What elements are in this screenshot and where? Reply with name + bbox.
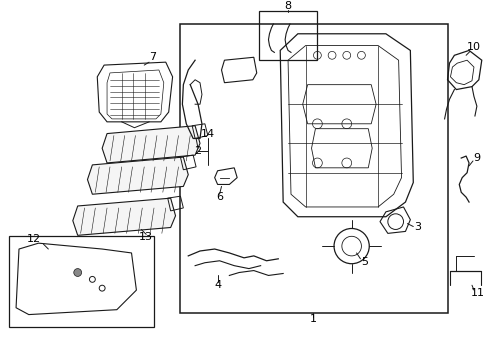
Bar <box>180 24 447 312</box>
Text: 8: 8 <box>284 1 291 12</box>
Text: 7: 7 <box>149 52 156 62</box>
Text: 14: 14 <box>201 129 214 139</box>
Text: 9: 9 <box>472 153 480 163</box>
Text: 11: 11 <box>470 288 484 298</box>
Text: 2: 2 <box>194 146 201 156</box>
Polygon shape <box>102 126 200 163</box>
Text: 12: 12 <box>26 234 41 244</box>
Circle shape <box>74 269 81 276</box>
Text: 1: 1 <box>309 315 316 324</box>
Text: 4: 4 <box>214 280 221 290</box>
Text: 10: 10 <box>466 42 480 53</box>
Text: 6: 6 <box>216 192 223 202</box>
Text: 5: 5 <box>360 257 367 267</box>
Polygon shape <box>73 198 175 235</box>
Polygon shape <box>87 157 188 194</box>
Bar <box>9 236 154 327</box>
Text: 13: 13 <box>139 232 153 242</box>
Text: 3: 3 <box>413 221 420 231</box>
Bar <box>258 11 317 60</box>
